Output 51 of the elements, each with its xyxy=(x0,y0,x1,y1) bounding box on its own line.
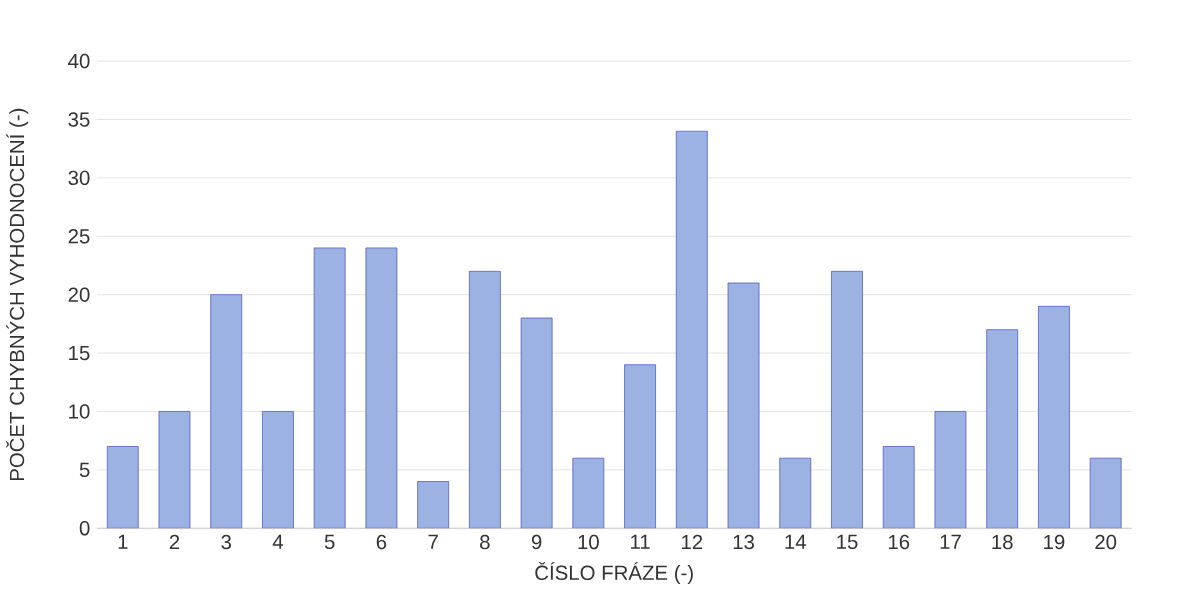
x-tick-label: 15 xyxy=(837,534,858,549)
bar xyxy=(831,270,863,529)
y-tick-label: 30 xyxy=(68,170,90,185)
bar xyxy=(727,282,760,529)
y-tick-label: 25 xyxy=(68,228,90,244)
x-tick-label: 14 xyxy=(785,534,806,549)
bar xyxy=(675,130,708,529)
x-tick-label: 9 xyxy=(531,534,542,550)
bar xyxy=(417,480,450,529)
bar xyxy=(210,294,243,529)
y-tick-label: 20 xyxy=(68,287,90,302)
x-tick-label: 3 xyxy=(221,534,231,550)
bar xyxy=(882,445,915,529)
x-tick-label: 6 xyxy=(376,534,387,550)
y-tick-label: 15 xyxy=(69,345,90,360)
x-tick-label: 4 xyxy=(272,534,284,549)
x-tick-label: 12 xyxy=(682,534,703,549)
bar xyxy=(365,247,398,529)
x-axis-title: ČÍSLO FRÁZE (-) xyxy=(535,561,693,584)
x-tick-label: 10 xyxy=(578,534,599,550)
bar xyxy=(986,329,1019,529)
bar xyxy=(468,270,501,529)
bar xyxy=(1038,305,1070,529)
x-tick-label: 2 xyxy=(169,534,180,549)
x-tick-label: 18 xyxy=(992,534,1013,550)
y-tick-label: 0 xyxy=(79,520,90,536)
bar xyxy=(572,457,605,529)
x-tick-label: 7 xyxy=(428,534,438,549)
y-tick-label: 40 xyxy=(68,53,90,69)
x-tick-label: 8 xyxy=(480,534,490,550)
bar xyxy=(934,410,967,529)
x-tick-label: 11 xyxy=(631,534,650,549)
x-tick-label: 19 xyxy=(1044,534,1065,550)
bar xyxy=(262,410,294,529)
y-tick-label: 10 xyxy=(69,404,90,419)
x-tick-label: 13 xyxy=(733,534,754,550)
x-tick-label: 16 xyxy=(888,534,910,550)
x-tick-label: 17 xyxy=(940,534,961,549)
x-tick-label: 1 xyxy=(118,534,128,549)
y-tick-label: 35 xyxy=(68,112,90,127)
bar xyxy=(1089,457,1122,529)
bar xyxy=(624,364,656,529)
x-tick-label: 5 xyxy=(324,534,335,549)
y-tick-label: 5 xyxy=(79,462,90,477)
y-axis-title: POČET CHYBNÝCH VYHODNOCENÍ (-) xyxy=(6,108,29,480)
x-tick-label: 20 xyxy=(1095,534,1117,550)
bar xyxy=(779,457,812,529)
bar xyxy=(313,247,346,529)
bar xyxy=(158,410,191,529)
bar xyxy=(106,445,139,529)
bar xyxy=(520,317,553,529)
